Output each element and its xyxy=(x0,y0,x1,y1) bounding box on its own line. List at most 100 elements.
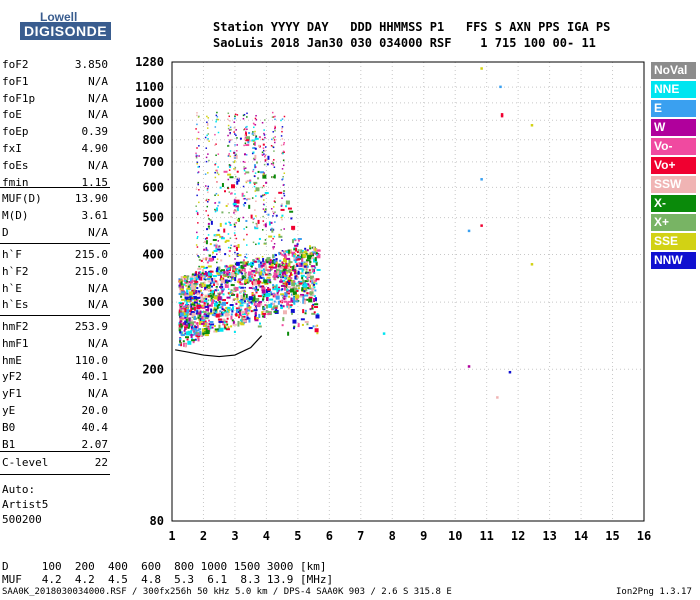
echo-streak-point xyxy=(207,137,209,140)
echo-point xyxy=(215,244,218,249)
echo-streak-point xyxy=(234,168,236,171)
echo-point xyxy=(240,311,245,314)
echo-point xyxy=(224,312,229,317)
echo-point xyxy=(205,308,208,311)
echo-point xyxy=(191,312,196,317)
echo-point xyxy=(188,317,191,322)
echo-streak-point xyxy=(282,151,284,154)
echo-streak-point xyxy=(216,287,218,290)
echo-point xyxy=(293,247,296,250)
param-value: 22 xyxy=(94,456,108,469)
echo-point xyxy=(303,300,306,305)
echo-streak-point xyxy=(216,258,219,260)
x-tick-label: 12 xyxy=(511,529,525,543)
echo-streak-point xyxy=(216,301,219,304)
echo-point xyxy=(232,289,235,292)
echo-point xyxy=(253,281,258,286)
echo-point xyxy=(261,294,264,297)
echo-point xyxy=(220,288,225,291)
echo-point xyxy=(270,221,273,224)
echo-streak-point xyxy=(254,130,256,133)
echo-point xyxy=(238,305,243,308)
echo-point xyxy=(191,285,196,290)
param-row: foF1p N/A xyxy=(2,92,108,108)
echo-streak-point xyxy=(234,157,236,159)
echo-streak-point xyxy=(282,150,285,153)
echo-streak-point xyxy=(195,205,197,207)
echo-streak-point xyxy=(216,253,218,256)
echo-point xyxy=(268,312,271,315)
echo-point xyxy=(266,163,269,166)
echo-point xyxy=(232,266,235,271)
echo-point xyxy=(296,297,299,300)
echo-point xyxy=(215,313,220,318)
echo-point xyxy=(201,315,204,320)
echo-point xyxy=(288,261,293,264)
echo-streak-point xyxy=(214,289,217,291)
echo-point xyxy=(181,334,186,337)
echo-point xyxy=(194,309,199,312)
echo-point xyxy=(192,295,197,300)
echo-point xyxy=(251,281,254,284)
echo-point xyxy=(311,265,316,268)
echo-streak-point xyxy=(261,186,264,189)
echo-point xyxy=(206,327,211,332)
echo-point xyxy=(277,300,280,305)
echo-point xyxy=(212,309,215,312)
echo-streak-point xyxy=(246,244,248,246)
echo-point xyxy=(215,285,218,288)
echo-point xyxy=(254,317,259,322)
param-value: 13.90 xyxy=(74,192,108,205)
echo-streak-point xyxy=(195,155,198,158)
y-tick-label: 80 xyxy=(150,514,164,528)
echo-point xyxy=(273,276,276,281)
echo-point xyxy=(197,274,200,279)
echo-point xyxy=(203,323,208,328)
echo-streak-point xyxy=(217,194,219,196)
x-tick-label: 14 xyxy=(574,529,588,543)
echo-point xyxy=(181,313,186,316)
echo-point xyxy=(262,143,265,146)
isolated-echo-point xyxy=(382,332,386,335)
echo-point xyxy=(293,325,296,328)
echo-streak-point xyxy=(255,195,257,197)
echo-point xyxy=(234,273,237,278)
echo-point xyxy=(195,271,198,276)
echo-point xyxy=(310,254,315,257)
echo-streak-point xyxy=(233,127,236,129)
echo-point xyxy=(193,283,198,286)
echo-point xyxy=(220,277,223,280)
echo-streak-point xyxy=(229,295,231,297)
echo-point xyxy=(179,305,182,310)
echo-point xyxy=(285,293,288,298)
echo-point xyxy=(224,253,227,256)
echo-streak-point xyxy=(282,264,285,266)
legend-item: NNE xyxy=(651,81,696,98)
echo-point xyxy=(298,282,303,285)
echo-point xyxy=(237,244,240,249)
echo-streak-point xyxy=(216,116,219,118)
echo-point xyxy=(301,257,304,262)
echo-streak-point xyxy=(235,153,238,156)
echo-point xyxy=(306,298,309,301)
param-name: foF2 xyxy=(2,58,29,71)
echo-point xyxy=(316,249,321,252)
echo-streak-point xyxy=(246,191,248,193)
echo-point xyxy=(266,297,269,302)
echo-point xyxy=(248,299,251,304)
echo-point xyxy=(293,302,296,305)
echo-point xyxy=(237,300,240,303)
echo-streak-point xyxy=(272,266,274,268)
echo-point xyxy=(310,252,313,255)
echo-point xyxy=(220,275,223,280)
echo-point xyxy=(211,285,214,288)
echo-point xyxy=(244,278,249,283)
echo-point xyxy=(209,275,212,278)
echo-streak-point xyxy=(215,114,218,117)
echo-streak-point xyxy=(228,255,231,257)
echo-point xyxy=(230,271,235,276)
echo-point xyxy=(252,309,255,312)
param-name: hmF1 xyxy=(2,336,29,350)
echo-point xyxy=(293,299,296,304)
x-tick-label: 16 xyxy=(637,529,651,543)
